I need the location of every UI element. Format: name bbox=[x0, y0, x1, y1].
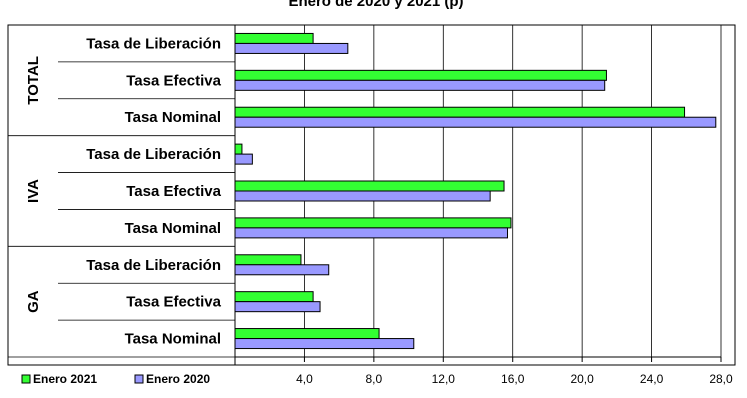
category-label: Tasa Nominal bbox=[125, 220, 221, 237]
bar-enero-2021 bbox=[234, 180, 505, 192]
x-tick-label: 20,0 bbox=[570, 372, 594, 386]
category-label: Tasa Nominal bbox=[125, 331, 221, 348]
legend: Enero 2021 Enero 2020 bbox=[21, 372, 210, 386]
group-label-total: TOTAL bbox=[25, 56, 42, 105]
legend-swatch bbox=[134, 374, 144, 384]
bar-enero-2020 bbox=[234, 190, 491, 202]
bar-enero-2020 bbox=[234, 79, 606, 91]
bar-enero-2020 bbox=[234, 116, 717, 128]
legend-label: Enero 2020 bbox=[146, 372, 210, 386]
category-label: Tasa de Liberación bbox=[86, 146, 221, 163]
bar-enero-2020 bbox=[234, 338, 415, 350]
legend-swatch bbox=[21, 374, 31, 384]
x-tick-label: 4,0 bbox=[296, 372, 313, 386]
category-label: Tasa Efectiva bbox=[126, 72, 221, 89]
chart-title: Enero de 2020 y 2021 (p) bbox=[288, 0, 463, 10]
bar-enero-2020 bbox=[234, 42, 349, 54]
bar-enero-2021 bbox=[234, 69, 607, 81]
bar-enero-2021 bbox=[234, 106, 686, 118]
bar-enero-2020 bbox=[234, 227, 509, 239]
bar-enero-2021 bbox=[234, 32, 314, 44]
category-label: Tasa de Liberación bbox=[86, 35, 221, 52]
x-tick-label: 12,0 bbox=[432, 372, 456, 386]
legend-label: Enero 2021 bbox=[33, 372, 97, 386]
x-tick-labels: 4,0 8,0 12,0 16,0 20,0 24,0 28,0 bbox=[296, 372, 733, 386]
group-label-ga: GA bbox=[25, 290, 42, 313]
x-tick-label: 16,0 bbox=[501, 372, 525, 386]
category-label: Tasa de Liberación bbox=[86, 257, 221, 274]
bar-enero-2020 bbox=[234, 153, 253, 165]
bar-enero-2021 bbox=[234, 217, 512, 229]
x-tick-label: 8,0 bbox=[366, 372, 383, 386]
category-labels: TOTAL Tasa de Liberación Tasa Efectiva Tasa… bbox=[8, 35, 235, 358]
chart-frame bbox=[7, 24, 736, 366]
bar-enero-2021 bbox=[234, 254, 302, 266]
category-label: Tasa Efectiva bbox=[126, 183, 221, 200]
bar-enero-2021 bbox=[234, 143, 243, 155]
bar-enero-2021 bbox=[234, 328, 380, 340]
group-label-iva: IVA bbox=[25, 179, 42, 203]
bar-enero-2021 bbox=[234, 291, 314, 303]
bar-enero-2020 bbox=[234, 264, 330, 276]
category-label: Tasa Nominal bbox=[125, 109, 221, 126]
x-tick-label: 24,0 bbox=[640, 372, 664, 386]
bar-enero-2020 bbox=[234, 301, 321, 313]
x-tick-label: 28,0 bbox=[709, 372, 733, 386]
bars bbox=[234, 32, 717, 350]
category-label: Tasa Efectiva bbox=[126, 294, 221, 311]
